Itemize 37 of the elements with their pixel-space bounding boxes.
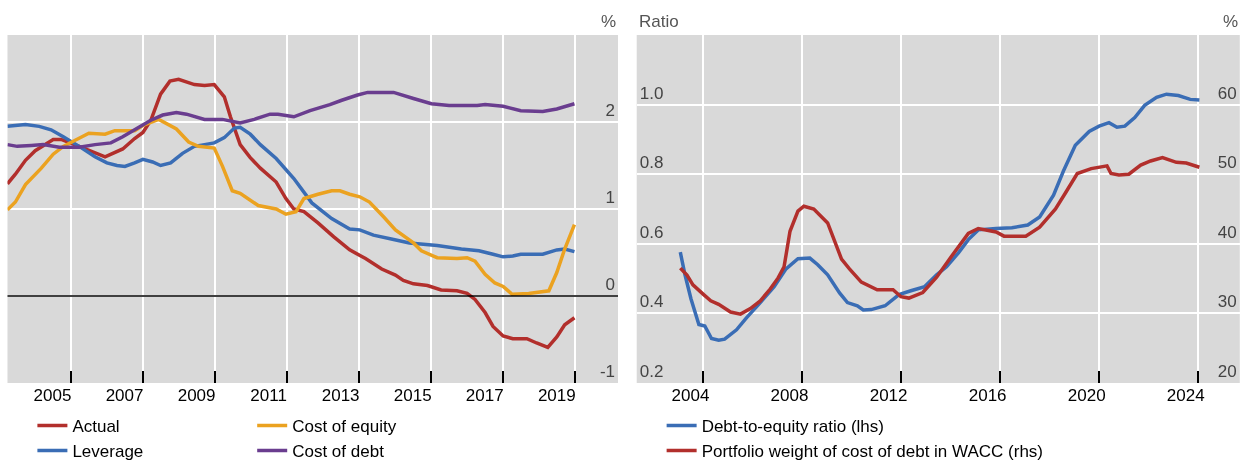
y-tick-label: 0 (605, 275, 616, 295)
x-tick-label: 2011 (250, 386, 287, 405)
legend-label: Cost of equity (292, 417, 397, 437)
x-tick-label: 2007 (105, 386, 144, 405)
y2-tick-label: 60 (1217, 83, 1237, 103)
y-tick-label: -1 (599, 362, 616, 382)
y2-tick-label: 50 (1217, 153, 1237, 173)
x-tick-label: 2020 (1067, 386, 1106, 405)
y-tick-label: 2 (605, 101, 616, 121)
x-tick-label: 2016 (968, 386, 1007, 405)
x-tick-label: 2012 (869, 386, 908, 405)
y-tick-label: 0.2 (639, 362, 664, 382)
x-tick-label: 2017 (465, 386, 504, 405)
y2-axis-title: % (1223, 12, 1239, 31)
y-axis-title: Ratio (639, 12, 679, 31)
x-tick-label: 2009 (177, 386, 216, 405)
y-tick-label: 1 (605, 188, 616, 208)
y-tick-label: 0.4 (639, 292, 664, 312)
legend-label: Debt-to-equity ratio (lhs) (701, 417, 884, 437)
y-tick-label: 1.0 (639, 83, 664, 103)
x-tick-label: 2004 (671, 386, 710, 405)
legend-label: Portfolio weight of cost of debt in WACC (rhs) (701, 442, 1044, 462)
y2-tick-label: 20 (1217, 362, 1237, 382)
x-tick-label: 2019 (537, 386, 576, 405)
y-tick-label: 0.6 (639, 222, 664, 242)
x-tick-label: 2013 (321, 386, 360, 405)
x-tick-label: 2015 (393, 386, 432, 405)
legend-label: Cost of debt (292, 442, 385, 462)
y-axis-title: % (601, 12, 617, 31)
y2-tick-label: 40 (1217, 222, 1237, 242)
legend-label: Leverage (72, 442, 144, 462)
x-tick-label: 2005 (33, 386, 72, 405)
x-tick-label: 2024 (1166, 386, 1205, 405)
y-tick-label: 0.8 (639, 153, 664, 173)
legend-label: Actual (72, 417, 120, 437)
x-tick-label: 2008 (770, 386, 809, 405)
y2-tick-label: 30 (1217, 292, 1237, 312)
